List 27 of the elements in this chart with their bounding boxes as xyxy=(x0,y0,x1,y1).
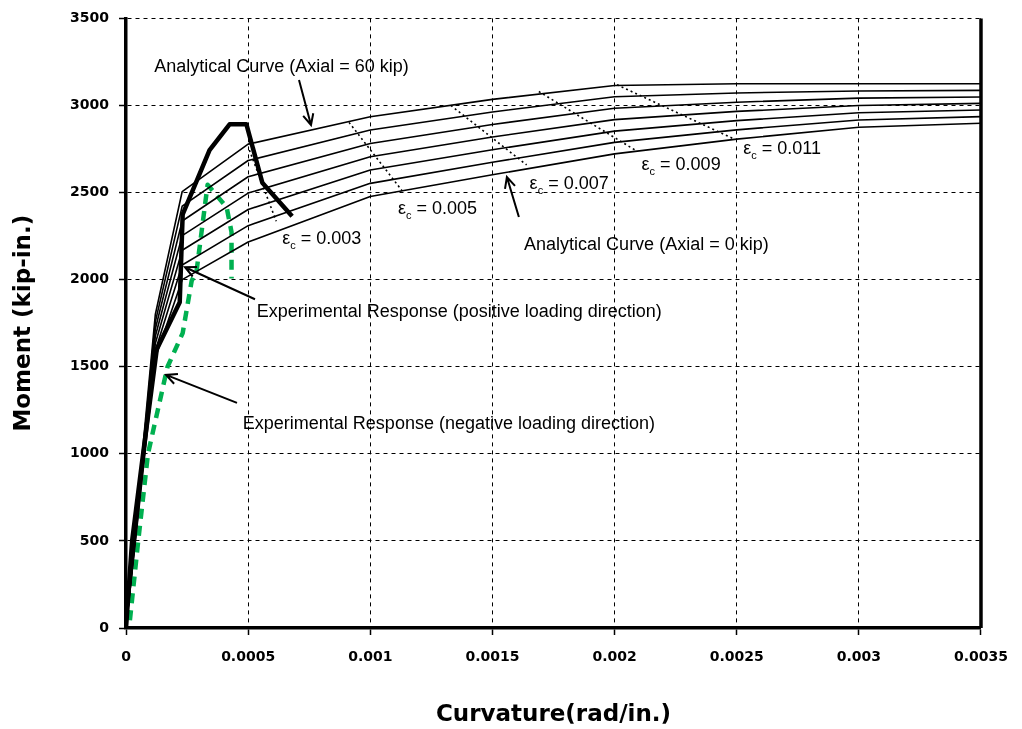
x-tick-label: 0.002 xyxy=(592,648,637,665)
x-tick-label: 0.001 xyxy=(348,648,393,665)
annotation: Analytical Curve (Axial = 0 kip) xyxy=(524,233,769,254)
x-tick-label: 0 xyxy=(121,648,132,665)
x-tick-label: 0.0025 xyxy=(709,648,764,665)
x-tick-label: 0.0015 xyxy=(465,648,520,665)
annotation: ε$_{c}$ = 0.009 xyxy=(641,153,721,177)
annotation: Experimental Response (negative loading direction) xyxy=(242,412,656,433)
x-tick-label: 0.003 xyxy=(836,648,881,665)
y-tick-label: 3500 xyxy=(70,9,110,26)
y-tick-label: 2500 xyxy=(70,183,110,200)
annotation: Analytical Curve (Axial = 60 kip) xyxy=(154,56,409,77)
y-axis-title: Moment (kip-in.) xyxy=(8,214,35,432)
x-tick-label: 0.0005 xyxy=(221,648,276,665)
x-axis-title: Curvature(rad/in.) xyxy=(435,700,672,727)
y-tick-label: 500 xyxy=(79,531,110,548)
y-tick-label: 1500 xyxy=(70,357,110,374)
y-tick-label: 1000 xyxy=(70,444,110,461)
annotation: Experimental Response (positive loading direction) xyxy=(256,300,662,321)
x-tick-label: 0.0035 xyxy=(953,648,1008,665)
y-tick-label: 3000 xyxy=(70,96,110,113)
annotation: ε$_{c}$ = 0.007 xyxy=(529,172,609,196)
annotation: ε$_{c}$ = 0.003 xyxy=(282,228,362,251)
y-tick-label: 0 xyxy=(99,618,110,635)
y-tick-label: 2000 xyxy=(70,270,110,287)
annotation: ε$_{c}$ = 0.011 xyxy=(743,138,822,161)
annotation: ε$_{c}$ = 0.005 xyxy=(398,197,478,221)
